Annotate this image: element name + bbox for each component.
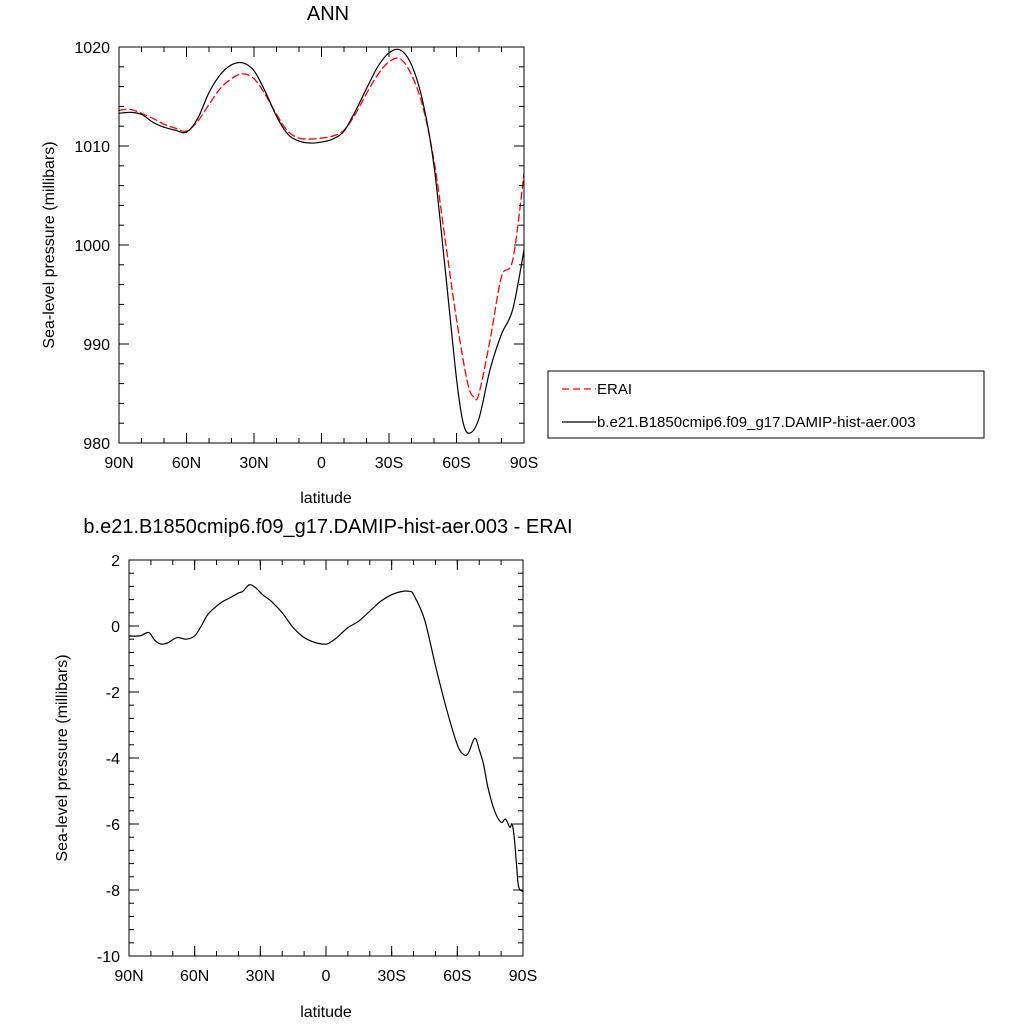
top-x-tick-label: 30S bbox=[375, 455, 403, 472]
top-x-tick-label: 60N bbox=[172, 455, 201, 472]
bottom-y-tick-label: 0 bbox=[111, 619, 120, 636]
top-y-tick-label: 1010 bbox=[74, 139, 110, 156]
legend: ERAI b.e21.B1850cmip6.f09_g17.DAMIP-hist… bbox=[547, 370, 985, 439]
bottom-y-tick-label: -10 bbox=[97, 949, 120, 966]
bottom-panel-frame bbox=[128, 559, 524, 957]
top-series-line-0 bbox=[118, 57, 525, 401]
top-panel-y-tick-labels: 980 990 1000 1010 1020 bbox=[74, 40, 110, 453]
bottom-x-tick-label: 90S bbox=[509, 968, 537, 985]
bottom-panel-x-tick-labels: 90N 60N 30N 0 30S 60S 90S bbox=[114, 968, 537, 985]
top-y-tick-label: 1000 bbox=[74, 238, 110, 255]
top-x-tick-label: 90S bbox=[510, 455, 538, 472]
top-y-tick-label: 1020 bbox=[74, 40, 110, 57]
bottom-panel: b.e21.B1850cmip6.f09_g17.DAMIP-hist-aer.… bbox=[54, 516, 573, 1021]
bottom-panel-plot-area bbox=[128, 584, 524, 893]
bottom-x-tick-label: 30N bbox=[246, 968, 275, 985]
bottom-panel-y-tick-labels: -10 -8 -6 -4 -2 0 2 bbox=[97, 553, 120, 966]
top-panel-title: ANN bbox=[307, 3, 349, 25]
top-x-tick-label: 0 bbox=[317, 455, 326, 472]
bottom-x-tick-label: 30S bbox=[377, 968, 405, 985]
bottom-x-tick-label: 90N bbox=[114, 968, 143, 985]
top-panel-frame bbox=[118, 46, 525, 444]
top-x-tick-label: 90N bbox=[104, 455, 133, 472]
legend-label-erai: ERAI bbox=[597, 381, 632, 398]
legend-label-model: b.e21.B1850cmip6.f09_g17.DAMIP-hist-aer.… bbox=[597, 414, 916, 431]
bottom-y-tick-label: 2 bbox=[111, 553, 120, 570]
bottom-panel-ticks bbox=[128, 559, 524, 957]
top-y-tick-label: 980 bbox=[83, 436, 110, 453]
bottom-y-tick-label: -2 bbox=[106, 685, 120, 702]
top-panel-ticks bbox=[118, 46, 525, 444]
bottom-x-tick-label: 60N bbox=[180, 968, 209, 985]
top-x-tick-label: 30N bbox=[239, 455, 268, 472]
bottom-panel-title: b.e21.B1850cmip6.f09_g17.DAMIP-hist-aer.… bbox=[83, 516, 572, 538]
top-y-tick-label: 990 bbox=[83, 337, 110, 354]
top-x-tick-label: 60S bbox=[442, 455, 470, 472]
bottom-y-tick-label: -6 bbox=[106, 817, 120, 834]
top-panel-x-tick-labels: 90N 60N 30N 0 30S 60S 90S bbox=[104, 455, 538, 472]
bottom-x-tick-label: 0 bbox=[322, 968, 331, 985]
bottom-x-tick-label: 60S bbox=[443, 968, 471, 985]
top-panel-plot-area bbox=[118, 48, 525, 434]
bottom-series-line-0 bbox=[128, 584, 524, 893]
top-panel-x-axis-label: latitude bbox=[300, 490, 352, 507]
legend-box bbox=[547, 370, 985, 439]
bottom-y-tick-label: -8 bbox=[106, 883, 120, 900]
bottom-y-tick-label: -4 bbox=[106, 751, 120, 768]
bottom-panel-y-axis-label: Sea-level pressure (millibars) bbox=[54, 654, 71, 861]
top-panel-y-axis-label: Sea-level pressure (millibars) bbox=[41, 141, 58, 348]
bottom-panel-x-axis-label: latitude bbox=[300, 1004, 352, 1021]
top-series-line-1 bbox=[118, 48, 525, 434]
